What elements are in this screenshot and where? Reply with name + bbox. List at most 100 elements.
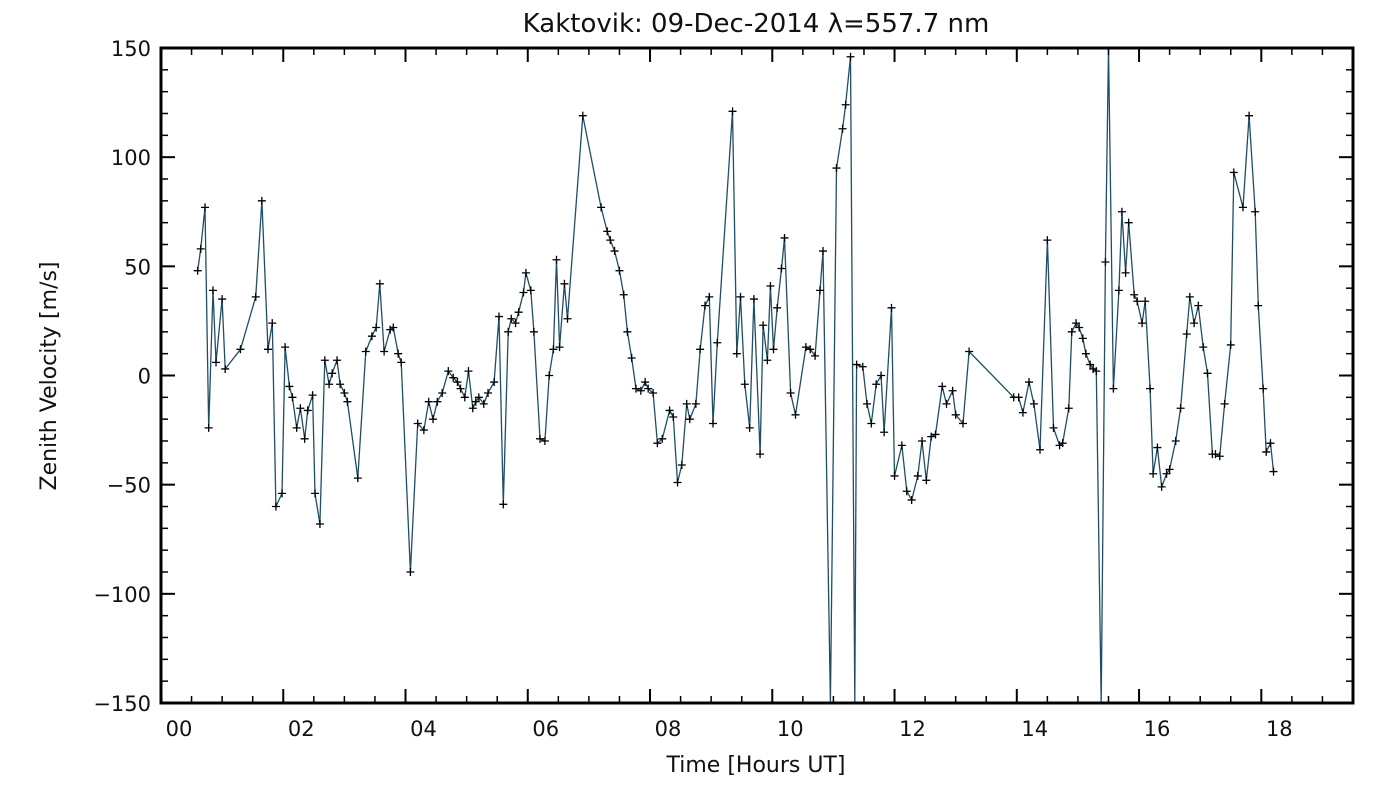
data-point-marker bbox=[877, 371, 886, 380]
data-point-marker bbox=[880, 428, 889, 437]
y-tick-label: 0 bbox=[138, 365, 151, 389]
y-tick-label: 50 bbox=[124, 255, 151, 279]
x-tick-label: 14 bbox=[1021, 717, 1048, 741]
data-point-marker bbox=[806, 345, 815, 354]
data-point-marker bbox=[236, 345, 245, 354]
data-point-marker bbox=[1086, 360, 1095, 369]
data-point-marker bbox=[1251, 207, 1260, 216]
data-point-marker bbox=[872, 380, 881, 389]
data-point-marker bbox=[1146, 384, 1155, 393]
data-point-marker bbox=[1266, 439, 1275, 448]
data-point-marker bbox=[320, 356, 329, 365]
data-point-marker bbox=[1117, 207, 1126, 216]
y-tick-label: −50 bbox=[107, 474, 151, 498]
data-point-marker bbox=[811, 351, 820, 360]
data-point-marker bbox=[257, 196, 266, 205]
data-point-marker bbox=[815, 286, 824, 295]
data-point-marker bbox=[819, 247, 828, 256]
data-point-marker bbox=[708, 419, 717, 428]
data-point-marker bbox=[852, 360, 861, 369]
data-point-marker bbox=[713, 338, 722, 347]
data-point-marker bbox=[786, 388, 795, 397]
data-point-marker bbox=[519, 288, 528, 297]
data-point-marker bbox=[918, 437, 927, 445]
data-point-marker bbox=[526, 286, 535, 295]
data-point-marker bbox=[300, 434, 309, 443]
data-point-marker bbox=[691, 399, 700, 408]
data-point-marker bbox=[424, 397, 433, 406]
data-point-marker bbox=[1124, 218, 1133, 227]
x-tick-label: 06 bbox=[532, 717, 559, 741]
data-point-marker bbox=[529, 327, 538, 336]
data-point-marker bbox=[685, 415, 694, 424]
data-point-marker bbox=[867, 419, 876, 428]
data-point-marker bbox=[732, 349, 741, 358]
data-point-marker bbox=[468, 404, 477, 413]
data-point-marker bbox=[658, 434, 667, 443]
data-point-marker bbox=[325, 380, 334, 389]
data-point-marker bbox=[1072, 319, 1081, 328]
data-point-marker bbox=[959, 419, 968, 428]
data-point-marker bbox=[1238, 203, 1247, 212]
series-layer bbox=[193, 48, 1278, 703]
data-point-marker bbox=[653, 439, 662, 448]
data-point-marker bbox=[740, 380, 749, 389]
data-point-marker bbox=[343, 397, 352, 406]
data-point-marker bbox=[777, 264, 786, 273]
data-point-marker bbox=[549, 345, 558, 354]
data-point-marker bbox=[540, 437, 549, 445]
data-point-marker bbox=[419, 426, 428, 435]
data-point-marker bbox=[552, 255, 561, 264]
data-point-marker bbox=[858, 362, 867, 371]
data-point-marker bbox=[389, 323, 398, 332]
data-point-marker bbox=[484, 388, 493, 397]
x-tick-label: 00 bbox=[166, 717, 193, 741]
axes-layer: −150 −100 −50 0 50 100 150 00 02 04 06 08 10 12 14 16 18 bbox=[93, 37, 1353, 741]
data-point-marker bbox=[1114, 286, 1123, 295]
data-point-marker bbox=[328, 369, 337, 378]
data-point-marker bbox=[1176, 404, 1185, 413]
data-point-marker bbox=[705, 292, 714, 301]
data-point-marker bbox=[606, 236, 615, 245]
data-point-marker bbox=[193, 266, 202, 275]
data-point-marker bbox=[838, 124, 847, 133]
data-point-marker bbox=[801, 343, 810, 352]
data-point-marker bbox=[288, 393, 297, 402]
data-point-marker bbox=[863, 399, 872, 408]
data-point-marker bbox=[218, 295, 227, 304]
data-point-marker bbox=[268, 319, 277, 328]
x-axis-title: Time [Hours UT] bbox=[666, 753, 846, 778]
data-point-marker bbox=[728, 107, 737, 116]
data-point-marker bbox=[221, 364, 230, 373]
data-point-marker bbox=[303, 406, 312, 415]
data-point-marker bbox=[1262, 447, 1271, 456]
data-point-marker bbox=[333, 356, 342, 365]
data-point-marker bbox=[1226, 340, 1235, 349]
data-point-marker bbox=[636, 386, 645, 395]
data-point-marker bbox=[444, 367, 453, 376]
data-point-marker bbox=[780, 233, 789, 242]
data-point-marker bbox=[759, 321, 768, 330]
data-point-marker bbox=[394, 349, 403, 358]
data-point-marker bbox=[511, 319, 520, 328]
data-point-marker bbox=[1259, 384, 1268, 393]
series-line bbox=[197, 48, 1275, 703]
data-point-marker bbox=[669, 412, 678, 421]
x-tick-label: 10 bbox=[777, 717, 804, 741]
data-point-marker bbox=[1078, 334, 1087, 343]
data-point-marker bbox=[278, 489, 287, 498]
data-point-marker bbox=[521, 268, 530, 277]
data-point-marker bbox=[1133, 297, 1142, 306]
x-tick-label: 02 bbox=[288, 717, 315, 741]
plot-frame bbox=[159, 46, 1355, 705]
data-point-marker bbox=[922, 476, 931, 485]
data-point-marker bbox=[1153, 443, 1162, 452]
data-point-marker bbox=[701, 301, 710, 310]
data-point-marker bbox=[204, 423, 213, 432]
data-point-marker bbox=[631, 384, 640, 393]
data-point-marker bbox=[942, 399, 951, 408]
data-point-marker bbox=[736, 292, 745, 301]
y-tick-label: −100 bbox=[93, 583, 151, 607]
data-point-marker bbox=[1245, 111, 1254, 120]
